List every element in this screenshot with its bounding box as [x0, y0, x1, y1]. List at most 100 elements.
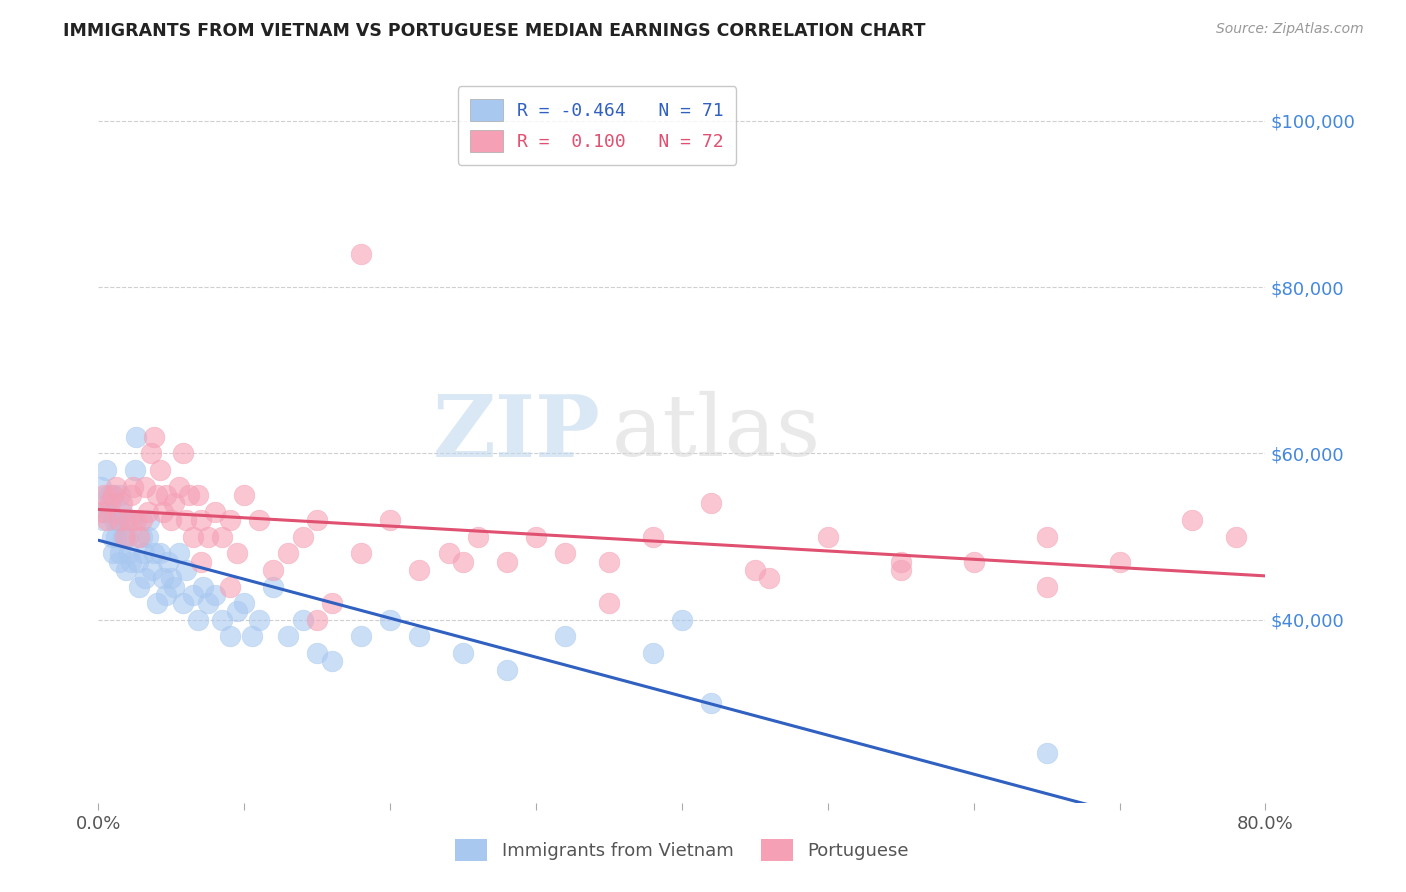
Point — [758, 571, 780, 585]
Point — [111, 496, 134, 510]
Point — [817, 530, 839, 544]
Point — [554, 629, 576, 643]
Point — [700, 496, 723, 510]
Point — [128, 530, 150, 544]
Point — [1035, 530, 1057, 544]
Point — [641, 646, 664, 660]
Point — [110, 488, 132, 502]
Point — [174, 513, 197, 527]
Point — [1108, 555, 1130, 569]
Point — [90, 480, 112, 494]
Point — [167, 480, 190, 494]
Point — [146, 488, 169, 502]
Point — [467, 530, 489, 544]
Point — [321, 596, 343, 610]
Point — [204, 505, 226, 519]
Point — [226, 605, 249, 619]
Point — [197, 596, 219, 610]
Point — [155, 488, 177, 502]
Point — [380, 613, 402, 627]
Point — [262, 580, 284, 594]
Point — [93, 505, 115, 519]
Point — [134, 480, 156, 494]
Point — [149, 546, 172, 560]
Point — [700, 696, 723, 710]
Point — [131, 530, 153, 544]
Point — [598, 555, 620, 569]
Point — [141, 563, 163, 577]
Point — [350, 546, 373, 560]
Point — [1035, 580, 1057, 594]
Point — [211, 530, 233, 544]
Point — [496, 555, 519, 569]
Point — [160, 513, 183, 527]
Point — [131, 513, 153, 527]
Point — [163, 496, 186, 510]
Point — [118, 546, 141, 560]
Point — [100, 530, 122, 544]
Point — [163, 580, 186, 594]
Point — [890, 563, 912, 577]
Point — [218, 513, 240, 527]
Point — [101, 546, 124, 560]
Point — [93, 488, 115, 502]
Text: ZIP: ZIP — [433, 391, 600, 475]
Point — [262, 563, 284, 577]
Point — [277, 546, 299, 560]
Point — [108, 513, 131, 527]
Point — [96, 513, 118, 527]
Point — [641, 530, 664, 544]
Point — [408, 629, 430, 643]
Point — [890, 555, 912, 569]
Point — [218, 580, 240, 594]
Point — [247, 513, 270, 527]
Point — [174, 563, 197, 577]
Point — [291, 530, 314, 544]
Point — [408, 563, 430, 577]
Point — [114, 513, 136, 527]
Point — [962, 555, 984, 569]
Point — [91, 513, 114, 527]
Point — [96, 496, 118, 510]
Point — [167, 546, 190, 560]
Point — [90, 505, 112, 519]
Point — [125, 430, 148, 444]
Point — [197, 530, 219, 544]
Point — [120, 488, 142, 502]
Point — [671, 613, 693, 627]
Point — [101, 488, 124, 502]
Point — [233, 488, 256, 502]
Point — [157, 555, 180, 569]
Point — [115, 563, 138, 577]
Point — [277, 629, 299, 643]
Point — [307, 646, 329, 660]
Point — [138, 513, 160, 527]
Point — [187, 488, 209, 502]
Point — [124, 463, 146, 477]
Point — [350, 629, 373, 643]
Point — [190, 513, 212, 527]
Point — [117, 530, 139, 544]
Point — [114, 530, 136, 544]
Point — [112, 530, 135, 544]
Point — [451, 555, 474, 569]
Point — [111, 505, 134, 519]
Point — [204, 588, 226, 602]
Point — [291, 613, 314, 627]
Point — [437, 546, 460, 560]
Point — [149, 463, 172, 477]
Point — [1225, 530, 1247, 544]
Point — [524, 530, 547, 544]
Point — [125, 513, 148, 527]
Point — [744, 563, 766, 577]
Point — [193, 580, 215, 594]
Point — [321, 654, 343, 668]
Point — [177, 488, 200, 502]
Point — [172, 596, 194, 610]
Point — [136, 530, 159, 544]
Point — [233, 596, 256, 610]
Point — [104, 480, 127, 494]
Point — [218, 629, 240, 643]
Point — [136, 505, 159, 519]
Point — [211, 613, 233, 627]
